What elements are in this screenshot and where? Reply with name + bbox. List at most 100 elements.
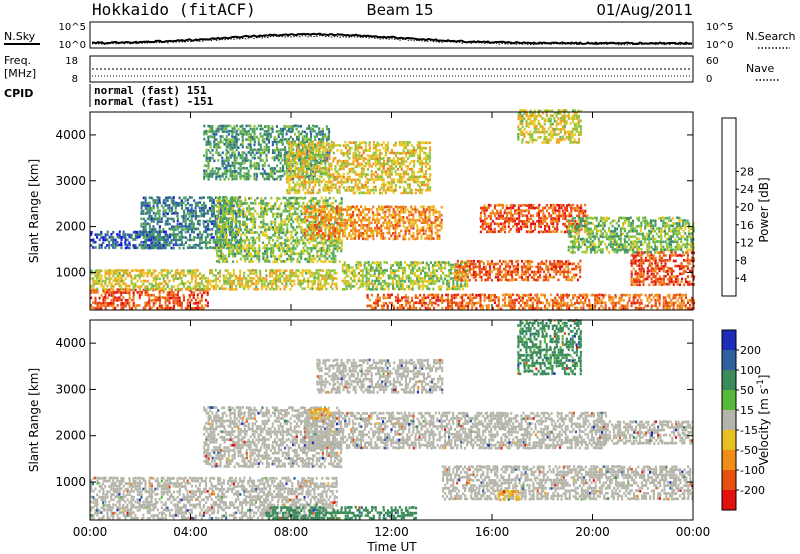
scatter-cell <box>348 157 351 160</box>
scatter-cell <box>214 268 217 272</box>
nsearch-label: N.Search <box>746 30 796 43</box>
scatter-cell <box>288 186 291 189</box>
scatter-cell <box>354 141 358 144</box>
scatter-cell <box>300 228 303 232</box>
scatter-cell <box>251 135 254 139</box>
scatter-cell <box>414 205 417 209</box>
scatter-cell <box>277 153 280 157</box>
scatter-cell <box>180 228 183 231</box>
scatter-cell <box>378 159 381 163</box>
scatter-cell <box>237 249 240 253</box>
scatter-cell <box>261 279 264 283</box>
scatter-cell <box>156 277 159 280</box>
scatter-cell <box>428 205 431 209</box>
scatter-cell <box>120 241 123 245</box>
scatter-cell <box>223 124 226 128</box>
scatter-cell <box>284 220 287 224</box>
scatter-cell <box>174 293 178 297</box>
scatter-cell <box>278 246 281 250</box>
scatter-cell <box>271 282 274 286</box>
scatter-cell <box>132 304 135 308</box>
scatter-cell <box>323 210 327 214</box>
scatter-cell <box>230 288 233 291</box>
scatter-cell <box>224 236 227 239</box>
scatter-cell <box>368 216 371 220</box>
scatter-cell <box>348 162 351 166</box>
scatter-cell <box>168 204 171 207</box>
scatter-cell <box>245 177 248 181</box>
scatter-cell <box>160 274 164 277</box>
scatter-cell <box>241 140 244 144</box>
scatter-cell <box>297 274 300 278</box>
scatter-cell <box>408 154 411 158</box>
scatter-cell <box>300 236 303 239</box>
scatter-cell <box>150 274 153 278</box>
scatter-cell <box>308 257 311 261</box>
scatter-cell <box>102 298 105 302</box>
scatter-cell <box>422 221 425 225</box>
scatter-cell <box>249 133 252 136</box>
scatter-cell <box>144 246 147 249</box>
scatter-cell <box>212 240 215 244</box>
scatter-cell <box>354 191 357 195</box>
scatter-cell <box>218 217 221 221</box>
scatter-cell <box>176 293 179 297</box>
scatter-cell <box>100 230 103 234</box>
scatter-cell <box>327 127 331 131</box>
scatter-cell <box>209 175 212 178</box>
scatter-cell <box>344 224 347 227</box>
scatter-cell <box>164 246 167 250</box>
scatter-cell <box>294 165 297 168</box>
scatter-cell <box>237 133 240 136</box>
scatter-cell <box>240 282 244 285</box>
scatter-cell <box>386 157 390 160</box>
scatter-cell <box>224 238 227 242</box>
scatter-cell <box>402 149 405 152</box>
scatter-cell <box>233 135 236 139</box>
scatter-cell <box>146 271 149 275</box>
scatter-cell <box>128 284 131 288</box>
scatter-cell <box>286 154 289 157</box>
scatter-cell <box>390 159 393 163</box>
scatter-cell <box>254 202 257 205</box>
scatter-cell <box>288 189 291 192</box>
scatter-cell <box>174 209 177 213</box>
scatter-cell <box>194 214 198 218</box>
scatter-cell <box>188 246 191 250</box>
scatter-cell <box>203 177 206 181</box>
scatter-cell <box>310 220 313 224</box>
scatter-cell <box>241 124 244 128</box>
scatter-cell <box>233 137 236 141</box>
scatter-cell <box>221 162 224 165</box>
scatter-cell <box>231 148 234 152</box>
scatter-cell <box>370 170 373 173</box>
scatter-cell <box>394 213 397 217</box>
scatter-cell <box>126 243 129 247</box>
scatter-cell <box>224 257 227 260</box>
scatter-cell <box>194 236 197 239</box>
scatter-cell <box>296 257 299 261</box>
scatter-cell <box>104 246 107 249</box>
scatter-cell <box>236 204 239 208</box>
scatter-cell <box>265 284 268 288</box>
scatter-cell <box>238 277 242 280</box>
scatter-cell <box>309 215 312 219</box>
scatter-cell <box>90 291 93 295</box>
scatter-cell <box>286 231 289 234</box>
scatter-cell <box>186 228 190 231</box>
scatter-cell <box>296 207 299 211</box>
scatter-cell <box>290 218 293 221</box>
scatter-cell <box>142 217 145 221</box>
scatter-cell <box>277 269 280 272</box>
scatter-cell <box>334 247 337 250</box>
scatter-cell <box>279 272 282 275</box>
scatter-cell <box>290 146 293 149</box>
scatter-cell <box>392 151 395 155</box>
scatter-cell <box>373 221 377 224</box>
scatter-cell <box>120 243 123 247</box>
scatter-cell <box>122 306 125 310</box>
scatter-cell <box>233 177 236 181</box>
scatter-cell <box>312 141 315 144</box>
scatter-cell <box>318 210 321 213</box>
scatter-cell <box>306 181 309 184</box>
